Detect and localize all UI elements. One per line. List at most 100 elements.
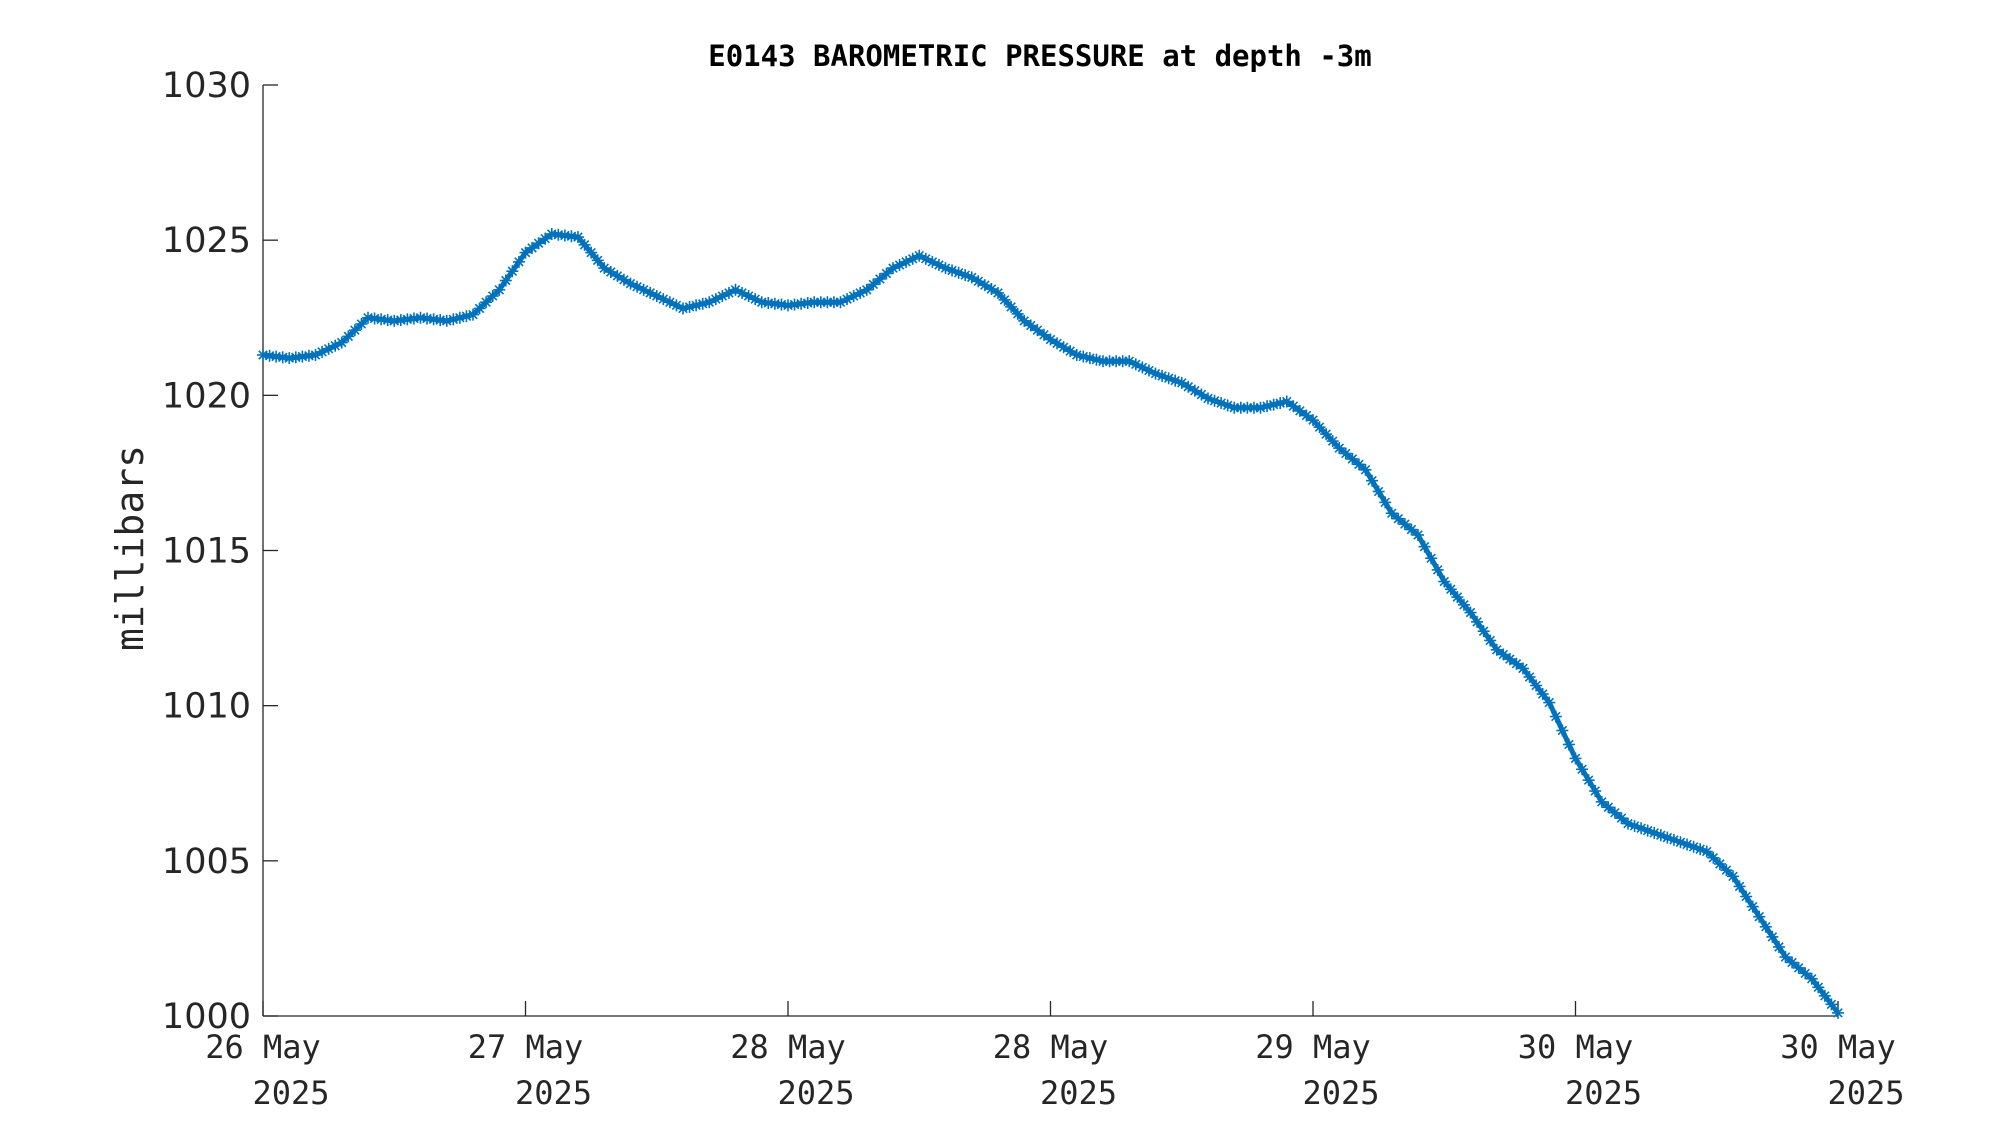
x-tick-label-day: 30 May <box>1780 1028 1896 1066</box>
data-point-marker <box>1543 696 1556 709</box>
data-point-marker <box>1352 458 1365 471</box>
data-point-marker <box>1300 409 1313 422</box>
data-point-marker <box>1812 981 1825 994</box>
data-point-marker <box>1385 507 1398 520</box>
data-point-marker <box>1359 463 1372 476</box>
data-point-marker <box>1444 583 1457 596</box>
data-point-marker <box>1799 967 1812 980</box>
data-point-marker <box>585 246 598 259</box>
x-tick-label-year: 2025 <box>1565 1074 1642 1112</box>
data-point-marker <box>1772 940 1785 953</box>
data-point-marker <box>1366 474 1379 487</box>
data-point-marker <box>1523 670 1536 683</box>
data-point-marker <box>1182 380 1195 393</box>
data-point-marker <box>1595 795 1608 808</box>
data-point-marker <box>598 262 611 275</box>
x-tick-label-day: 28 May <box>730 1028 846 1066</box>
data-point-marker <box>1293 404 1306 417</box>
data-point-marker <box>1457 598 1470 611</box>
data-point-marker <box>572 231 584 244</box>
data-point-marker <box>1031 324 1044 337</box>
x-tick-label-year: 2025 <box>1827 1074 1904 1112</box>
data-point-marker <box>539 232 552 245</box>
data-point-marker <box>1405 523 1418 536</box>
data-point-marker <box>985 283 998 296</box>
data-point-marker <box>1333 442 1346 455</box>
data-point-marker <box>1418 540 1431 553</box>
y-tick-label: 1005 <box>162 842 251 882</box>
data-point-marker <box>880 267 893 280</box>
data-point-marker <box>512 255 525 268</box>
data-point-marker <box>1740 890 1753 903</box>
data-point-marker <box>1018 314 1031 327</box>
x-tick-label-day: 28 May <box>993 1028 1109 1066</box>
data-point-marker <box>1471 615 1484 628</box>
data-point-marker <box>1530 679 1543 692</box>
data-point-marker <box>1195 388 1208 401</box>
y-tick-label: 1010 <box>162 687 251 727</box>
x-tick-label-year: 2025 <box>777 1074 854 1112</box>
data-point-marker <box>873 272 886 285</box>
data-point-marker <box>1818 989 1831 1002</box>
data-point-marker <box>1562 738 1575 751</box>
x-tick-label-year: 2025 <box>1040 1074 1117 1112</box>
x-tick-label-day: 27 May <box>468 1028 584 1066</box>
data-point-marker <box>532 237 545 250</box>
data-point-marker <box>1753 910 1766 923</box>
data-point-marker <box>1727 870 1739 883</box>
data-point-marker <box>1431 563 1444 576</box>
data-point-marker <box>493 283 506 296</box>
data-point-marker <box>1287 400 1300 413</box>
data-point-marker <box>690 299 703 312</box>
data-point-marker <box>1700 845 1713 858</box>
y-tick-label: 1000 <box>162 997 251 1037</box>
data-point-marker <box>1051 337 1064 350</box>
data-point-marker <box>591 254 604 267</box>
data-point-marker <box>519 246 532 259</box>
data-point-marker <box>1786 956 1799 969</box>
data-point-marker <box>1825 998 1838 1011</box>
data-point-marker <box>1602 801 1615 814</box>
data-point-marker <box>972 275 985 288</box>
data-point-marker <box>1517 662 1529 675</box>
x-tick-label-day: 30 May <box>1518 1028 1634 1066</box>
data-point-marker <box>1733 880 1746 893</box>
data-point-marker <box>1556 724 1569 737</box>
series-markers <box>257 227 1844 1019</box>
chart-title: E0143 BAROMETRIC PRESSURE at depth -3m <box>708 39 1371 73</box>
data-point-marker <box>473 302 486 315</box>
data-point-marker <box>506 265 519 278</box>
data-point-marker <box>1503 653 1516 666</box>
data-point-marker <box>1057 341 1070 354</box>
data-point-marker <box>1064 345 1077 358</box>
data-point-marker <box>1477 625 1490 638</box>
data-point-marker <box>1589 785 1602 798</box>
data-point-marker <box>1490 643 1503 656</box>
x-tick-label-year: 2025 <box>1302 1074 1379 1112</box>
data-point-marker <box>1484 634 1497 647</box>
data-point-marker <box>1569 752 1582 765</box>
data-point-marker <box>1346 452 1359 465</box>
x-tick-label-day: 29 May <box>1255 1028 1371 1066</box>
data-point-marker <box>1372 485 1385 498</box>
y-axis-label: millibars <box>108 445 152 651</box>
data-point-marker <box>1608 806 1621 819</box>
data-point-marker <box>1536 688 1549 701</box>
data-point-marker <box>1805 972 1818 985</box>
data-point-marker <box>1425 552 1438 565</box>
y-tick-label: 1030 <box>162 66 251 106</box>
data-point-marker <box>499 274 512 287</box>
data-point-marker <box>1779 951 1792 964</box>
data-point-marker <box>401 313 414 326</box>
series-line <box>262 231 1840 1015</box>
data-point-marker <box>867 278 880 291</box>
x-tick-label-year: 2025 <box>515 1074 592 1112</box>
data-point-marker <box>1438 575 1451 588</box>
data-point-marker <box>1746 900 1759 913</box>
y-tick-label: 1015 <box>162 532 251 572</box>
data-point-marker <box>1044 333 1057 346</box>
data-point-marker <box>1175 376 1188 389</box>
data-point-marker <box>1451 591 1464 604</box>
